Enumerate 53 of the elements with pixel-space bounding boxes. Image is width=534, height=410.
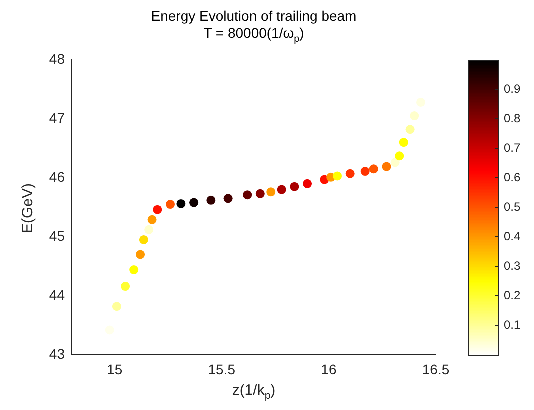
y-tick-label: 46 bbox=[49, 168, 66, 185]
color-bar-label: 0.2 bbox=[504, 288, 522, 302]
x-tick-label: 15.5 bbox=[208, 361, 236, 378]
y-tick-label: 47 bbox=[49, 110, 66, 126]
x-tick-label: 16 bbox=[321, 361, 337, 378]
point bbox=[369, 164, 378, 174]
point bbox=[382, 162, 392, 172]
point bbox=[395, 152, 404, 161]
y-tick-label: 45 bbox=[49, 228, 66, 244]
y-axis-title: E(GeV) bbox=[20, 182, 36, 236]
chart-title: Energy Evolution of trailing beam bbox=[150, 8, 358, 25]
point bbox=[148, 215, 157, 224]
color-bar-label: 0.9 bbox=[504, 82, 522, 96]
color-bar-label: 0.7 bbox=[504, 140, 522, 155]
x-axis-title: z(1/k$_{p}$) bbox=[231, 382, 277, 402]
point bbox=[144, 225, 154, 234]
point bbox=[153, 205, 162, 214]
point bbox=[266, 188, 276, 197]
color-bar-label: 0.5 bbox=[504, 200, 522, 214]
x-tick-label: 16.5 bbox=[422, 361, 450, 378]
y-tick-label: 44 bbox=[49, 286, 66, 303]
point bbox=[243, 190, 252, 200]
point bbox=[256, 189, 265, 198]
point bbox=[360, 167, 370, 176]
point bbox=[303, 179, 312, 188]
point bbox=[190, 198, 199, 208]
y-tick-label: 43 bbox=[49, 346, 66, 362]
point bbox=[406, 125, 415, 134]
color-bar-label: 0.4 bbox=[504, 229, 522, 244]
color-bar-label: 0.1 bbox=[504, 318, 522, 332]
point bbox=[112, 302, 122, 312]
point bbox=[290, 182, 300, 192]
chart-subtitle: T = 80000(1/ω$_{p}$) bbox=[202, 25, 306, 47]
point bbox=[277, 185, 286, 194]
color-bar-label: 0.3 bbox=[504, 258, 522, 273]
point bbox=[130, 266, 139, 275]
point bbox=[224, 194, 233, 204]
point bbox=[121, 282, 130, 292]
point bbox=[410, 112, 420, 121]
point bbox=[176, 199, 186, 208]
x-tick-label: 15 bbox=[107, 361, 123, 378]
color-bar-label: 0.8 bbox=[504, 111, 522, 126]
point bbox=[206, 196, 216, 205]
point bbox=[346, 169, 355, 178]
point bbox=[166, 200, 175, 210]
point bbox=[390, 158, 400, 168]
point bbox=[333, 172, 342, 181]
point bbox=[399, 138, 408, 148]
point bbox=[136, 250, 146, 260]
color-bar-label: 0.6 bbox=[504, 170, 522, 184]
y-tick-label: 48 bbox=[49, 50, 66, 67]
point bbox=[416, 98, 426, 107]
point bbox=[139, 235, 148, 244]
